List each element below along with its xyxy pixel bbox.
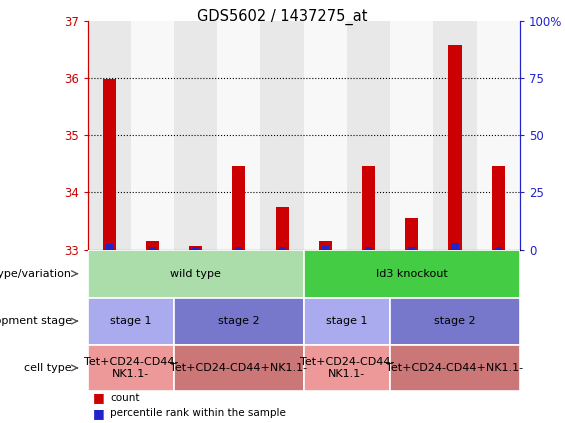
Text: percentile rank within the sample: percentile rank within the sample xyxy=(110,408,286,418)
Bar xyxy=(405,218,418,250)
Bar xyxy=(449,45,462,250)
Bar xyxy=(174,298,304,344)
Text: ■: ■ xyxy=(93,407,105,420)
Text: wild type: wild type xyxy=(170,269,221,279)
Bar xyxy=(362,166,375,250)
Bar xyxy=(319,241,332,250)
Bar xyxy=(106,244,113,250)
Bar xyxy=(279,247,286,250)
Text: GDS5602 / 1437275_at: GDS5602 / 1437275_at xyxy=(197,8,368,25)
Bar xyxy=(276,207,289,250)
Bar xyxy=(304,21,347,250)
Bar xyxy=(321,246,329,250)
Bar xyxy=(88,21,131,250)
Bar xyxy=(365,247,372,250)
Bar xyxy=(88,298,174,344)
Bar xyxy=(304,344,390,391)
Bar xyxy=(189,246,202,250)
Text: cell type: cell type xyxy=(24,363,72,373)
Bar xyxy=(174,344,304,391)
Bar xyxy=(304,298,390,344)
Bar xyxy=(390,344,520,391)
Bar xyxy=(174,21,217,250)
Text: Tet+CD24-CD44+NK1.1-: Tet+CD24-CD44+NK1.1- xyxy=(386,363,524,373)
Bar xyxy=(390,298,520,344)
Text: stage 2: stage 2 xyxy=(434,316,476,326)
Bar xyxy=(192,247,199,250)
Bar xyxy=(451,243,459,250)
Text: ■: ■ xyxy=(93,391,105,404)
Text: development stage: development stage xyxy=(0,316,72,326)
Bar xyxy=(260,21,304,250)
Text: Tet+CD24-CD44-
NK1.1-: Tet+CD24-CD44- NK1.1- xyxy=(299,357,394,379)
Bar xyxy=(304,250,520,298)
Bar xyxy=(103,80,116,250)
Text: stage 1: stage 1 xyxy=(326,316,368,326)
Bar xyxy=(347,21,390,250)
Text: genotype/variation: genotype/variation xyxy=(0,269,72,279)
Bar xyxy=(390,21,433,250)
Text: Tet+CD24-CD44-
NK1.1-: Tet+CD24-CD44- NK1.1- xyxy=(84,357,178,379)
Bar xyxy=(146,241,159,250)
Bar xyxy=(88,344,174,391)
Bar xyxy=(492,166,505,250)
Bar xyxy=(131,21,174,250)
Bar xyxy=(232,166,245,250)
Bar xyxy=(433,21,477,250)
Bar xyxy=(88,250,304,298)
Bar xyxy=(149,247,156,250)
Bar xyxy=(235,247,242,250)
Bar xyxy=(218,21,260,250)
Text: Id3 knockout: Id3 knockout xyxy=(376,269,447,279)
Text: stage 1: stage 1 xyxy=(110,316,151,326)
Bar xyxy=(408,247,415,250)
Bar xyxy=(494,247,502,250)
Text: count: count xyxy=(110,393,140,403)
Text: stage 2: stage 2 xyxy=(218,316,260,326)
Text: Tet+CD24-CD44+NK1.1-: Tet+CD24-CD44+NK1.1- xyxy=(170,363,307,373)
Bar xyxy=(477,21,520,250)
